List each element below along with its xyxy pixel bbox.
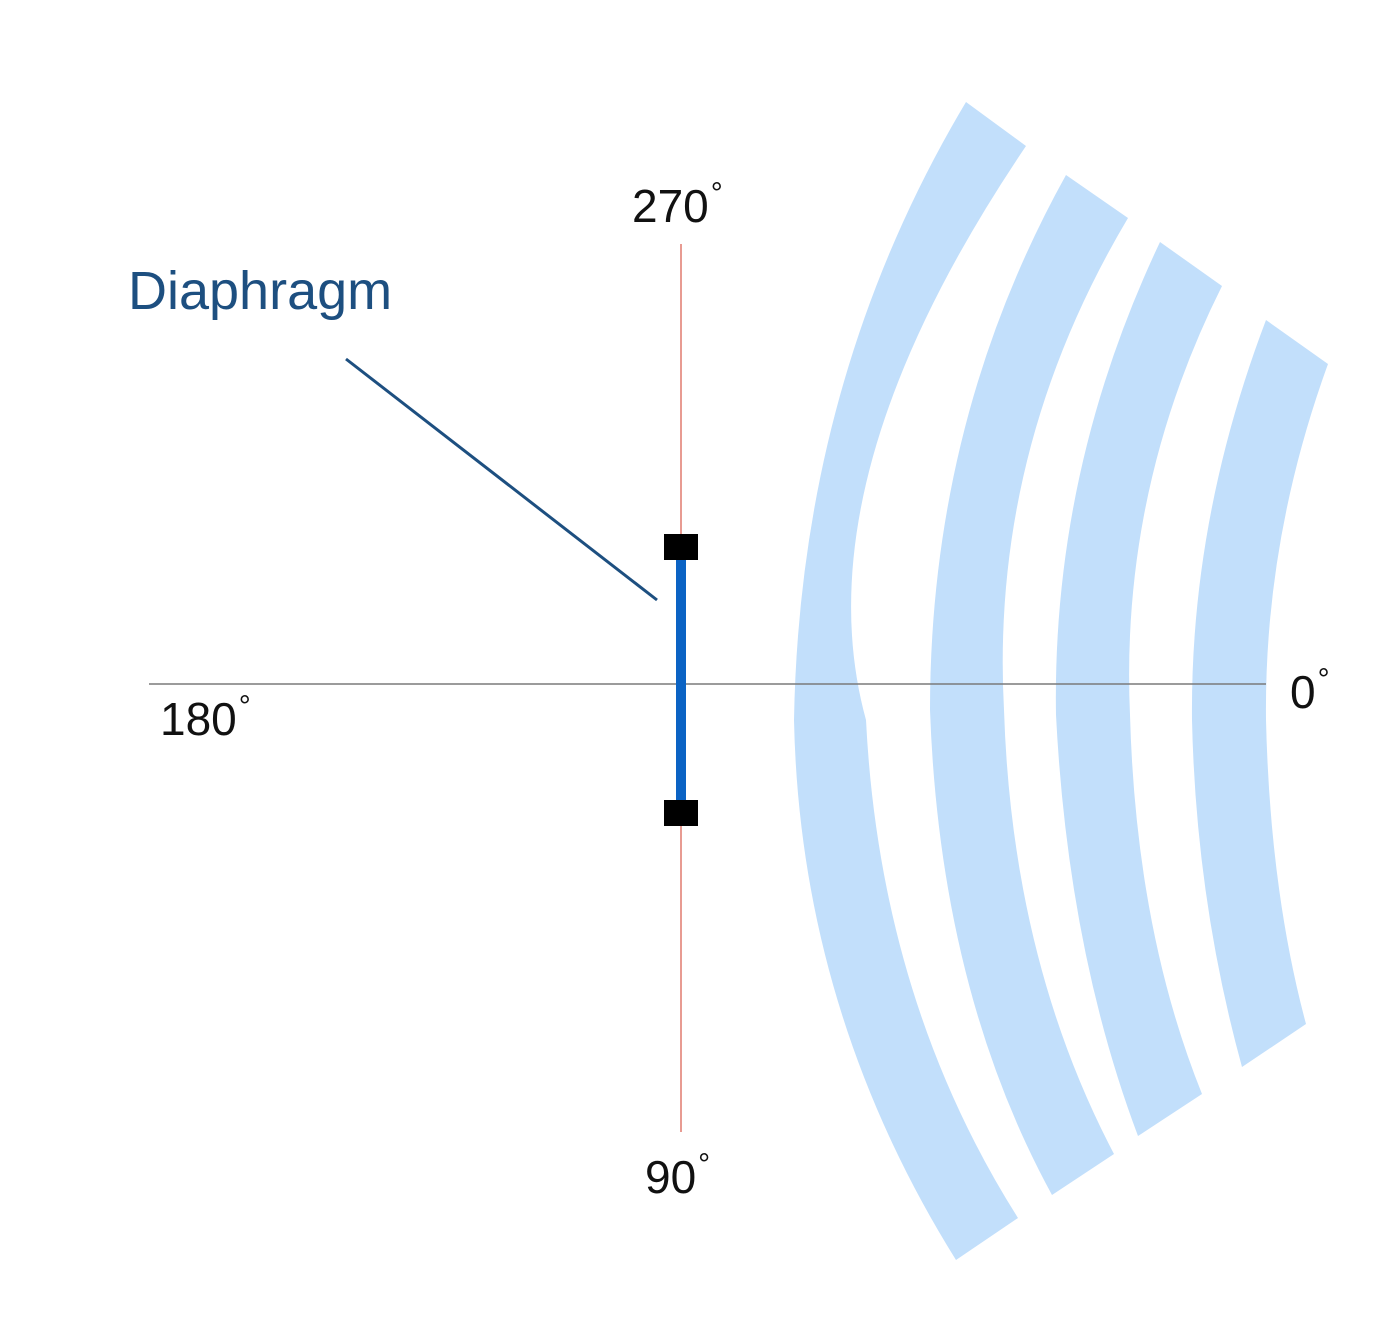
degree-symbol: ° — [698, 1148, 711, 1181]
diaphragm-clamp-bottom — [664, 800, 698, 826]
diaphragm-clamp-top — [664, 534, 698, 560]
angle-label-180: 180° — [160, 692, 251, 745]
degree-symbol: ° — [710, 177, 723, 210]
angle-label-0: 0° — [1290, 665, 1330, 718]
sound-wave-1 — [794, 102, 1026, 1260]
angle-value-0: 0 — [1290, 666, 1316, 718]
angle-value-180: 180 — [160, 693, 237, 745]
diaphragm-leader-line — [345, 357, 658, 602]
sound-wave-3 — [1055, 242, 1222, 1136]
angle-value-90: 90 — [645, 1151, 697, 1203]
angle-value-270: 270 — [632, 180, 709, 232]
sound-waves — [794, 102, 1328, 1260]
sound-wave-2 — [930, 175, 1128, 1195]
angle-label-270: 270° — [632, 179, 723, 232]
degree-symbol: ° — [1317, 663, 1330, 696]
degree-symbol: ° — [238, 690, 251, 723]
sound-wave-4 — [1191, 320, 1328, 1067]
diaphragm-label: Diaphragm — [128, 261, 393, 321]
angle-label-90: 90° — [645, 1150, 710, 1203]
